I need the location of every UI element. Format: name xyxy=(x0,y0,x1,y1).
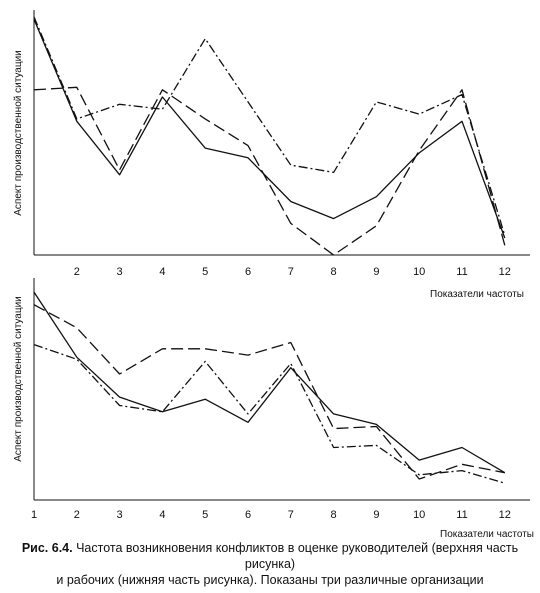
top-series-solid-line xyxy=(33,19,506,239)
top-chart-workers-managers: Аспект производственной ситуации Показат… xyxy=(13,10,530,300)
top-x-tick-label: 7 xyxy=(288,266,294,278)
top-series-lines xyxy=(33,16,506,256)
bottom-chart: Аспект производственной ситуации Показат… xyxy=(13,278,534,540)
caption-line-1: Рис. 6.4. Частота возникновения конфликт… xyxy=(0,540,540,572)
caption-text-1: Частота возникновения конфликтов в оценк… xyxy=(76,541,519,571)
bottom-y-axis-label: Аспект производственной ситуации xyxy=(13,296,24,462)
caption-line-2: и рабочих (нижняя часть рисунка). Показа… xyxy=(56,573,484,587)
figure-caption: Рис. 6.4. Частота возникновения конфликт… xyxy=(0,540,540,588)
top-x-tick-label: 6 xyxy=(245,266,251,278)
bottom-x-tick-label: 1 xyxy=(31,509,37,521)
top-x-tick-label: 8 xyxy=(331,266,337,278)
top-series-dashed-line xyxy=(33,86,506,256)
bottom-x-tick-label: 2 xyxy=(74,509,80,521)
bottom-x-tick-label: 10 xyxy=(413,509,425,521)
bottom-x-ticks: 1 2 3 4 5 6 7 8 9 10 11 12 xyxy=(31,509,511,521)
top-x-tick-label: 5 xyxy=(202,266,208,278)
bottom-x-tick-label: 5 xyxy=(202,509,208,521)
bottom-x-tick-label: 9 xyxy=(373,509,379,521)
top-x-tick-label: 2 xyxy=(74,266,80,278)
bottom-series-lines xyxy=(33,291,506,484)
bottom-x-tick-label: 3 xyxy=(117,509,123,521)
bottom-x-tick-label: 6 xyxy=(245,509,251,521)
bottom-x-tick-label: 7 xyxy=(288,509,294,521)
top-x-tick-label: 9 xyxy=(373,266,379,278)
top-x-tick-label: 12 xyxy=(499,266,511,278)
figure-number: Рис. 6.4. xyxy=(21,541,73,555)
bottom-x-tick-label: 11 xyxy=(456,509,467,521)
bottom-series-solid-line xyxy=(33,291,506,474)
top-y-axis-label: Аспект производственной ситуации xyxy=(13,50,24,216)
bottom-x-tick-label: 8 xyxy=(331,509,337,521)
bottom-x-tick-label: 4 xyxy=(159,509,165,521)
top-x-tick-label: 11 xyxy=(456,266,467,278)
top-x-tick-label: 10 xyxy=(413,266,425,278)
bottom-x-tick-label: 12 xyxy=(499,509,511,521)
top-x-tick-label: 4 xyxy=(159,266,165,278)
top-x-axis-label: Показатели частоты xyxy=(430,289,524,300)
top-series-dash-dot-line xyxy=(33,16,506,236)
bottom-series-dash-dot-line xyxy=(33,343,505,484)
top-x-ticks: 2 3 4 5 6 7 8 9 10 11 12 xyxy=(74,266,511,278)
top-x-tick-label: 3 xyxy=(117,266,123,278)
bottom-series-dashed-line xyxy=(33,304,505,480)
bottom-x-axis-label: Показатели частоты xyxy=(440,529,534,540)
